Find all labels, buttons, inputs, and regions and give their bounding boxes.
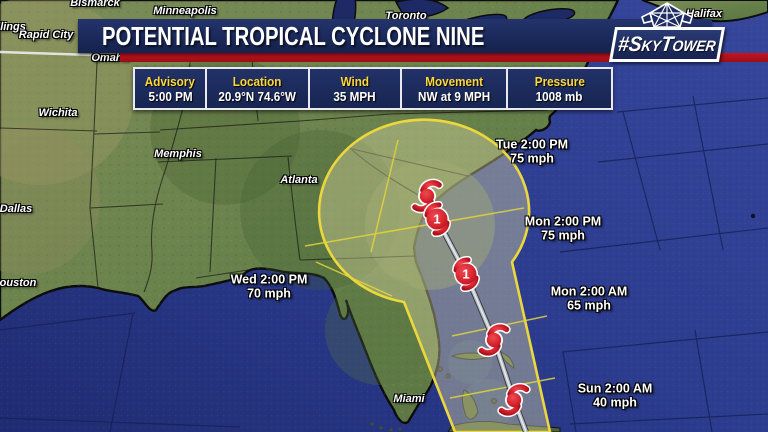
stat-value: 20.9°N 74.6°W	[218, 88, 297, 104]
forecast-label-mon-2-00-pm: Mon 2:00 PM 75 mph	[524, 214, 602, 243]
skytower-logo: #SkyTower	[608, 27, 726, 62]
city-label-halifax: Halifax	[685, 8, 723, 20]
city-label-minneapolis: Minneapolis	[153, 5, 217, 17]
stat-label: Movement	[424, 73, 483, 89]
forecast-time: Sun 2:00 AM	[577, 381, 653, 396]
state-borders	[0, 59, 549, 293]
stat-label: Location	[233, 73, 282, 89]
stat-value: 35 MPH	[333, 88, 376, 104]
ocean-grid-lines	[0, 95, 768, 432]
forecast-wind: 75 mph	[510, 151, 554, 165]
storm-icon-layer: 11	[415, 180, 527, 415]
red-accent-stripe	[120, 53, 768, 62]
hurricane-category-number: 1	[462, 267, 469, 282]
forecast-label-mon-2-00-am: Mon 2:00 AM 65 mph	[550, 284, 628, 313]
hurricane-category-number: 1	[433, 212, 440, 227]
forecast-wind: 70 mph	[247, 286, 291, 300]
stat-label: Pressure	[534, 73, 585, 89]
bermuda-island	[750, 213, 756, 219]
forecast-wind: 75 mph	[541, 228, 585, 242]
stat-cell-advisory: Advisory 5:00 PM	[135, 69, 208, 108]
forecast-time: Mon 2:00 AM	[550, 284, 628, 299]
cone-grid-lines	[304, 139, 556, 399]
stat-cell-wind: Wind 35 MPH	[309, 69, 402, 108]
forecast-time: Tue 2:00 PM	[495, 137, 569, 152]
storm-stats-table: Advisory 5:00 PM Location 20.9°N 74.6°W Wind…	[133, 67, 613, 110]
stat-label: Wind	[340, 73, 369, 89]
skytower-logo-text: #SkyTower	[616, 32, 718, 56]
stat-value: 1008 mb	[536, 88, 583, 104]
city-label-atlanta: Atlanta	[280, 174, 318, 186]
city-label-memphis: Memphis	[154, 148, 202, 160]
stat-cell-pressure: Pressure 1008 mb	[507, 69, 611, 108]
forecast-time: Wed 2:00 PM	[230, 272, 308, 287]
stat-value: NW at 9 MPH	[417, 88, 490, 104]
forecast-wind: 40 mph	[593, 395, 637, 409]
stat-cell-movement: Movement NW at 9 MPH	[401, 69, 508, 108]
stat-value: 5:00 PM	[148, 88, 193, 104]
forecast-label-sun-2-00-am: Sun 2:00 AM 40 mph	[577, 381, 653, 410]
stat-label: Advisory	[145, 73, 196, 89]
forecast-time: Mon 2:00 PM	[524, 214, 602, 229]
headline-banner: POTENTIAL TROPICAL CYCLONE NINE	[78, 19, 712, 53]
stat-cell-location: Location 20.9°N 74.6°W	[207, 69, 310, 108]
storm-title: POTENTIAL TROPICAL CYCLONE NINE	[102, 20, 485, 51]
forecast-label-tue-2-00-pm: Tue 2:00 PM 75 mph	[495, 137, 569, 166]
city-label-wichita: Wichita	[38, 107, 78, 119]
city-label-omaha: Omaha	[91, 52, 129, 64]
city-label-bismarck: Bismarck	[70, 0, 120, 9]
city-label-houston: Houston	[0, 277, 37, 289]
city-label-dallas: Dallas	[0, 203, 33, 215]
city-label-rapid-city: Rapid City	[18, 29, 74, 41]
hurricane-cat1-icon: 1	[425, 205, 449, 233]
forecast-label-wed-2-00-pm: Wed 2:00 PM 70 mph	[230, 272, 308, 301]
florida-keys	[370, 422, 402, 432]
city-label-miami: Miami	[393, 393, 425, 405]
city-label-billings: Billings	[0, 21, 26, 33]
forecast-wind: 65 mph	[567, 298, 611, 312]
hurricane-cat1-icon: 1	[454, 260, 478, 288]
